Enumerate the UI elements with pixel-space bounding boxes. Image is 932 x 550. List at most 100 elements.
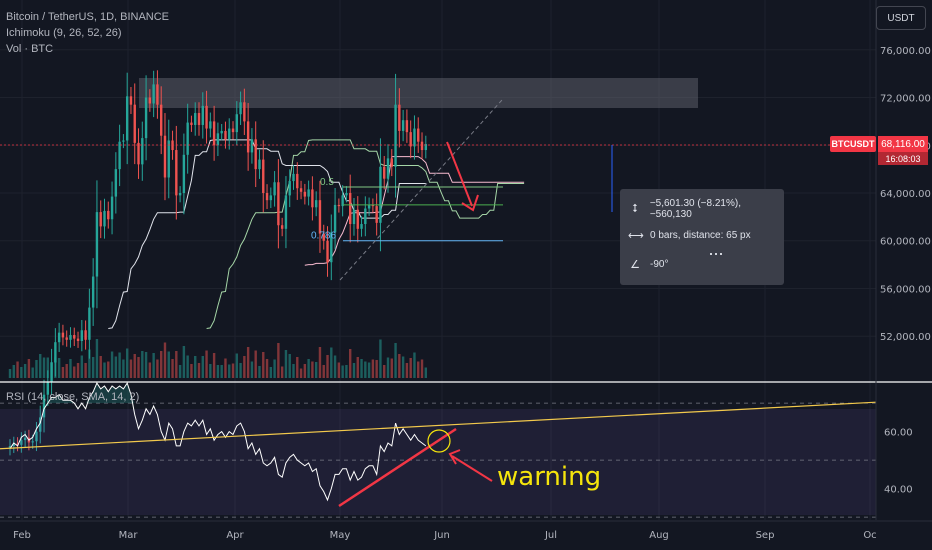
candle-body [163,135,167,178]
volume-bar [246,347,250,378]
candle-body [356,209,359,229]
volume-bar [228,364,231,378]
volume-bar [273,359,276,378]
volume-bar [341,365,344,378]
angle-icon: ∠ [630,259,640,271]
candle-body [424,144,427,151]
rsi-legend[interactable]: RSI (14, close, SMA, 14, 2) [6,391,140,403]
candle-body [288,181,291,196]
volume-bar [163,342,167,378]
volume-bar [212,353,216,378]
volume-bar [299,368,303,378]
candle-body [50,362,53,382]
candle-body [141,138,144,165]
volume-bar [118,352,121,378]
candle-body [292,173,295,182]
time-tick-label: Oc [863,530,876,541]
resistance-zone [139,78,698,108]
candle-body [182,154,186,193]
volume-bar [254,350,257,378]
candle-body [103,210,106,227]
candle-body [379,166,382,223]
candle-body [277,182,280,226]
volume-bar [39,354,42,378]
candle-body [167,140,170,178]
volume-bar [133,354,136,378]
time-axis[interactable]: Feb Mar Apr May Jun Jul Aug Sep Oc [0,520,932,541]
candle-body [337,204,341,207]
candle-body [352,209,356,225]
candle-body [375,206,378,223]
candle-body [209,121,212,129]
candle-body [322,233,325,241]
candle-body [262,159,265,193]
time-tick-label: Feb [13,530,31,541]
rsi-tick-label: 60.00 [884,428,913,439]
measure-angle: -90° [650,259,669,270]
volume-legend[interactable]: Vol · BTC [6,43,54,55]
symbol-legend[interactable]: Bitcoin / TetherUS, 1D, BINANCE [6,11,170,23]
candle-body [417,128,420,142]
volume-bar [224,358,227,378]
candle-body [367,204,371,209]
volume-bar [398,354,401,378]
warning-annotation-text: warning [497,462,602,492]
volume-bar [352,363,356,378]
candle-body [114,169,118,197]
candle-body [231,128,235,133]
ichimoku-leading-span-a [206,139,525,329]
current-price-label: 68,116.00 [878,136,928,152]
volume-bar [333,355,337,378]
currency-button[interactable]: USDT [876,6,926,30]
volume-bar [95,339,99,378]
volume-bar [265,359,269,378]
volume-bar [277,343,280,378]
time-tick-label: Sep [756,530,775,541]
volume-bar [141,351,144,378]
candle-body [364,208,367,225]
price-axis[interactable]: 76,000.0072,000.0068,000.0064,000.0060,0… [880,46,931,343]
candle-body [216,133,220,146]
volume-bar [23,364,27,378]
candle-body [239,102,242,115]
volume-bar [349,349,352,378]
volume-bar [405,363,409,378]
rsi-tick-label: 40.00 [884,485,913,496]
candle-body [95,212,99,277]
candle-body [76,338,80,341]
candle-body [265,193,269,201]
time-tick-label: May [330,530,351,541]
candle-body [330,232,333,263]
volume-bar [178,365,182,378]
ichimoku-legend[interactable]: Ichimoku (9, 26, 52, 26) [6,27,122,39]
candle-body [345,193,348,196]
volume-bar [288,354,291,378]
fib-label-0-786: 0.786 [311,231,336,242]
volume-bar [390,358,393,378]
candle-body [333,204,337,233]
candle-body [360,224,363,229]
candle-body [80,330,84,341]
volume-bar [420,359,424,378]
volume-bar [417,361,420,378]
candle-body [16,443,19,445]
candle-body [246,121,250,153]
volume-bar [345,365,348,378]
price-range-icon: ⭥ [631,202,638,215]
candle-body [398,104,401,131]
volume-bar [424,367,427,378]
volume-bar [314,362,318,378]
volume-bar [35,360,38,378]
candle-body [54,342,57,363]
volume-bar [46,357,49,378]
volume-bar [57,358,61,378]
candle-body [137,142,140,165]
volume-bar [103,362,106,378]
volume-bar [243,356,246,378]
candle-body [178,193,182,196]
price-tick-label: 56,000.00 [880,284,931,295]
volume-bar [171,359,174,378]
volume-bar [144,352,148,378]
candle-body [280,225,284,229]
